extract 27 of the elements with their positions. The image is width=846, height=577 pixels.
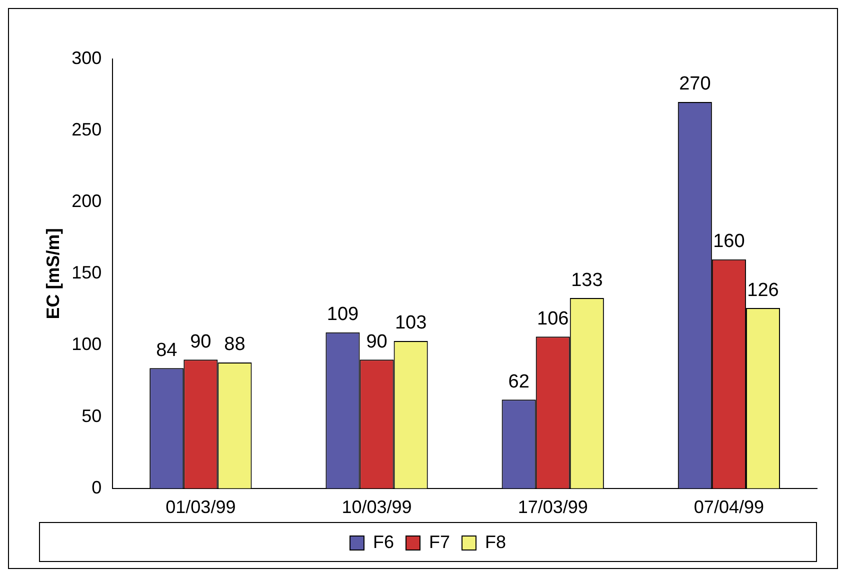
data-label: 62 [508, 371, 530, 392]
data-label: 109 [326, 304, 359, 326]
x-tick-label: 17/03/99 [518, 497, 588, 518]
y-tick-label: 100 [72, 334, 102, 354]
legend-label: F8 [485, 532, 506, 552]
y-tick-label: 300 [72, 48, 102, 68]
data-label: 126 [747, 280, 779, 301]
legend-label: F7 [428, 532, 450, 552]
x-tick-label: 01/03/99 [166, 497, 236, 518]
y-tick-label: 200 [72, 191, 102, 212]
data-label: 90 [190, 331, 212, 352]
data-label: 133 [571, 270, 603, 291]
y-tick-label: 250 [72, 120, 102, 140]
y-axis-title: EC [mS/m] [42, 228, 63, 320]
data-label: 270 [679, 74, 711, 95]
y-tick-label: 150 [72, 262, 102, 283]
y-tick-label: 0 [92, 477, 102, 498]
x-tick-label: 07/04/99 [694, 497, 764, 518]
data-label: 103 [394, 312, 427, 334]
data-label: 106 [537, 308, 569, 330]
data-label: 88 [224, 334, 246, 356]
legend-label: F6 [372, 532, 394, 552]
x-tick-label: 10/03/99 [342, 497, 412, 518]
data-label: 84 [156, 340, 178, 361]
y-tick-label: 50 [82, 406, 102, 426]
data-label: 90 [366, 331, 388, 352]
data-label: 160 [713, 231, 745, 252]
